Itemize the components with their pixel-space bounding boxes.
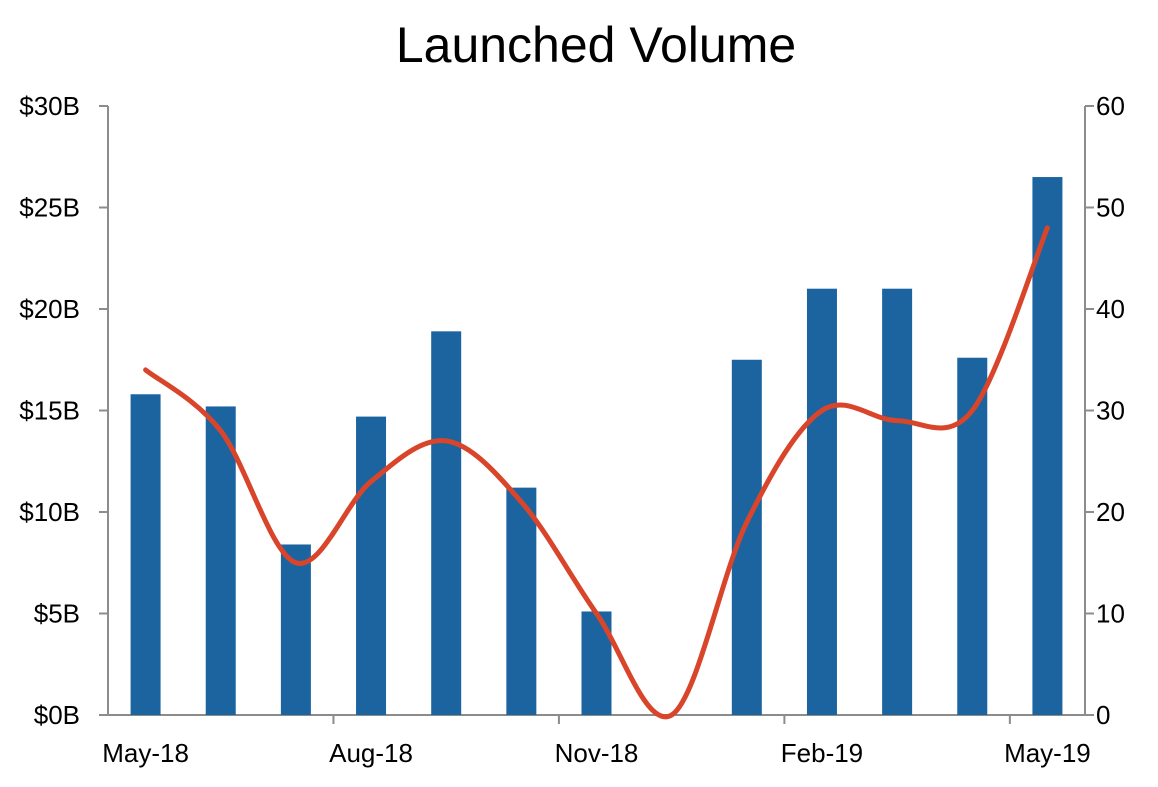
left-y-tick-label: $5B [34,599,80,629]
x-tick-label: Nov-18 [555,738,639,768]
right-y-tick-label: 40 [1096,294,1125,324]
bars-group [130,177,1063,716]
left-y-tick-label: $0B [34,700,80,730]
bar [205,406,236,715]
line-group [143,225,1050,720]
bar [280,544,311,715]
left-y-tick-label: $20B [19,294,80,324]
bar [957,357,988,715]
left-y-tick-label: $30B [19,91,80,121]
right-y-tick-label: 0 [1096,700,1110,730]
tick-labels-group: $0B $5B $10B $15B $20B $25B $30B 0 10 20 30 40 50 60 M… [19,91,1125,768]
bar [1032,177,1063,716]
right-y-tick-label: 50 [1096,193,1125,223]
bar [882,288,913,715]
series-line [143,225,1050,720]
right-y-tick-label: 20 [1096,497,1125,527]
x-tick-label: May-18 [102,738,189,768]
x-tick-label: May-19 [1004,738,1091,768]
left-y-tick-label: $15B [19,396,80,426]
x-tick-label: Aug-18 [329,738,413,768]
bar [356,416,387,715]
right-y-tick-label: 60 [1096,91,1125,121]
bar [806,288,837,715]
right-y-tick-label: 10 [1096,599,1125,629]
bar [506,487,537,715]
bar [731,359,762,715]
bar [431,331,462,715]
x-tick-label: Feb-19 [781,738,863,768]
chart-title: Launched Volume [396,17,796,73]
left-y-tick-label: $10B [19,497,80,527]
left-y-tick-label: $25B [19,193,80,223]
bar [130,394,161,715]
right-y-tick-label: 30 [1096,396,1125,426]
